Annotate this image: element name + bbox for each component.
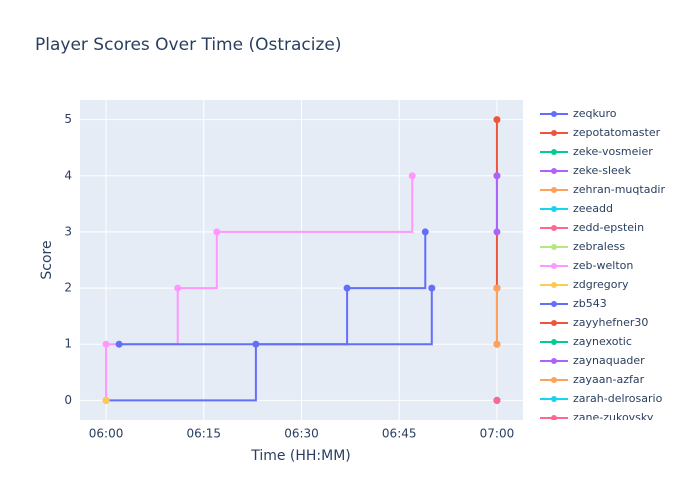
x-tick-label: 06:00 (89, 427, 124, 441)
legend-label: zane-zukovsky (573, 411, 654, 424)
legend-label: zeke-sleek (573, 164, 632, 177)
legend-swatch-marker (551, 168, 557, 174)
data-point (343, 284, 351, 292)
data-point (408, 172, 416, 180)
series-line (119, 288, 433, 346)
legend-label: zarah-delrosario (573, 392, 663, 405)
legend-swatch-marker (551, 206, 557, 212)
legend-swatch-marker (551, 358, 557, 364)
x-tick-label: 06:15 (186, 427, 221, 441)
legend-label: zedd-epstein (573, 221, 644, 234)
data-point (493, 116, 501, 124)
legend-swatch-marker (551, 149, 557, 155)
legend-swatch-marker (551, 130, 557, 136)
legend-label: zaynexotic (573, 335, 632, 348)
y-axis-title: Score (39, 240, 55, 279)
y-tick-label: 5 (64, 112, 72, 126)
x-axis-title: Time (HH:MM) (250, 448, 351, 464)
legend-swatch-marker (551, 111, 557, 117)
legend-label: zayyhefner30 (573, 316, 648, 329)
legend-swatch-marker (551, 320, 557, 326)
legend-swatch-marker (551, 187, 557, 193)
legend-label: zeqkuro (573, 107, 617, 120)
legend-label: zebraless (573, 240, 625, 253)
data-point (102, 340, 110, 348)
legend-swatch-marker (551, 396, 557, 402)
data-point (493, 228, 501, 236)
x-tick-label: 06:45 (382, 427, 417, 441)
legend-label: zeeadd (573, 202, 613, 215)
legend-swatch-marker (551, 263, 557, 269)
x-tick-label: 06:30 (284, 427, 319, 441)
legend-swatch-marker (551, 282, 557, 288)
legend-swatch-marker (551, 339, 557, 345)
x-tick-label: 07:00 (480, 427, 515, 441)
data-point (174, 284, 182, 292)
y-tick-label: 1 (64, 337, 72, 351)
legend-swatch-marker (551, 377, 557, 383)
data-point (493, 340, 501, 348)
plot (102, 116, 501, 404)
y-tick-label: 4 (64, 168, 72, 182)
legend-swatch-marker (551, 301, 557, 307)
chart-title: Player Scores Over Time (Ostracize) (35, 35, 342, 55)
legend-swatch-marker (551, 415, 557, 420)
data-point (213, 228, 221, 236)
legend-label: zayaan-azfar (573, 373, 645, 386)
legend: zeqkuro zepotatomaster zeke-vosmeier zeke-s… (540, 107, 665, 424)
legend-label: zaynaquader (573, 354, 645, 367)
data-point (493, 172, 501, 180)
data-point (421, 228, 429, 236)
data-point (428, 284, 436, 292)
legend-label: zehran-muqtadir (573, 183, 665, 196)
legend-label: zeb-welton (573, 259, 633, 272)
legend-label: zepotatomaster (573, 126, 661, 139)
legend-label: zdgregory (573, 278, 629, 291)
legend-label: zb543 (573, 297, 607, 310)
data-point (102, 396, 110, 404)
data-point (493, 284, 501, 292)
legend-label: zeke-vosmeier (573, 145, 653, 158)
y-tick-label: 0 (64, 393, 72, 407)
y-tick-label: 3 (64, 224, 72, 238)
legend-swatch-marker (551, 225, 557, 231)
legend-swatch-marker (551, 244, 557, 250)
data-point (115, 340, 123, 348)
y-tick-label: 2 (64, 281, 72, 295)
data-point (493, 396, 501, 404)
